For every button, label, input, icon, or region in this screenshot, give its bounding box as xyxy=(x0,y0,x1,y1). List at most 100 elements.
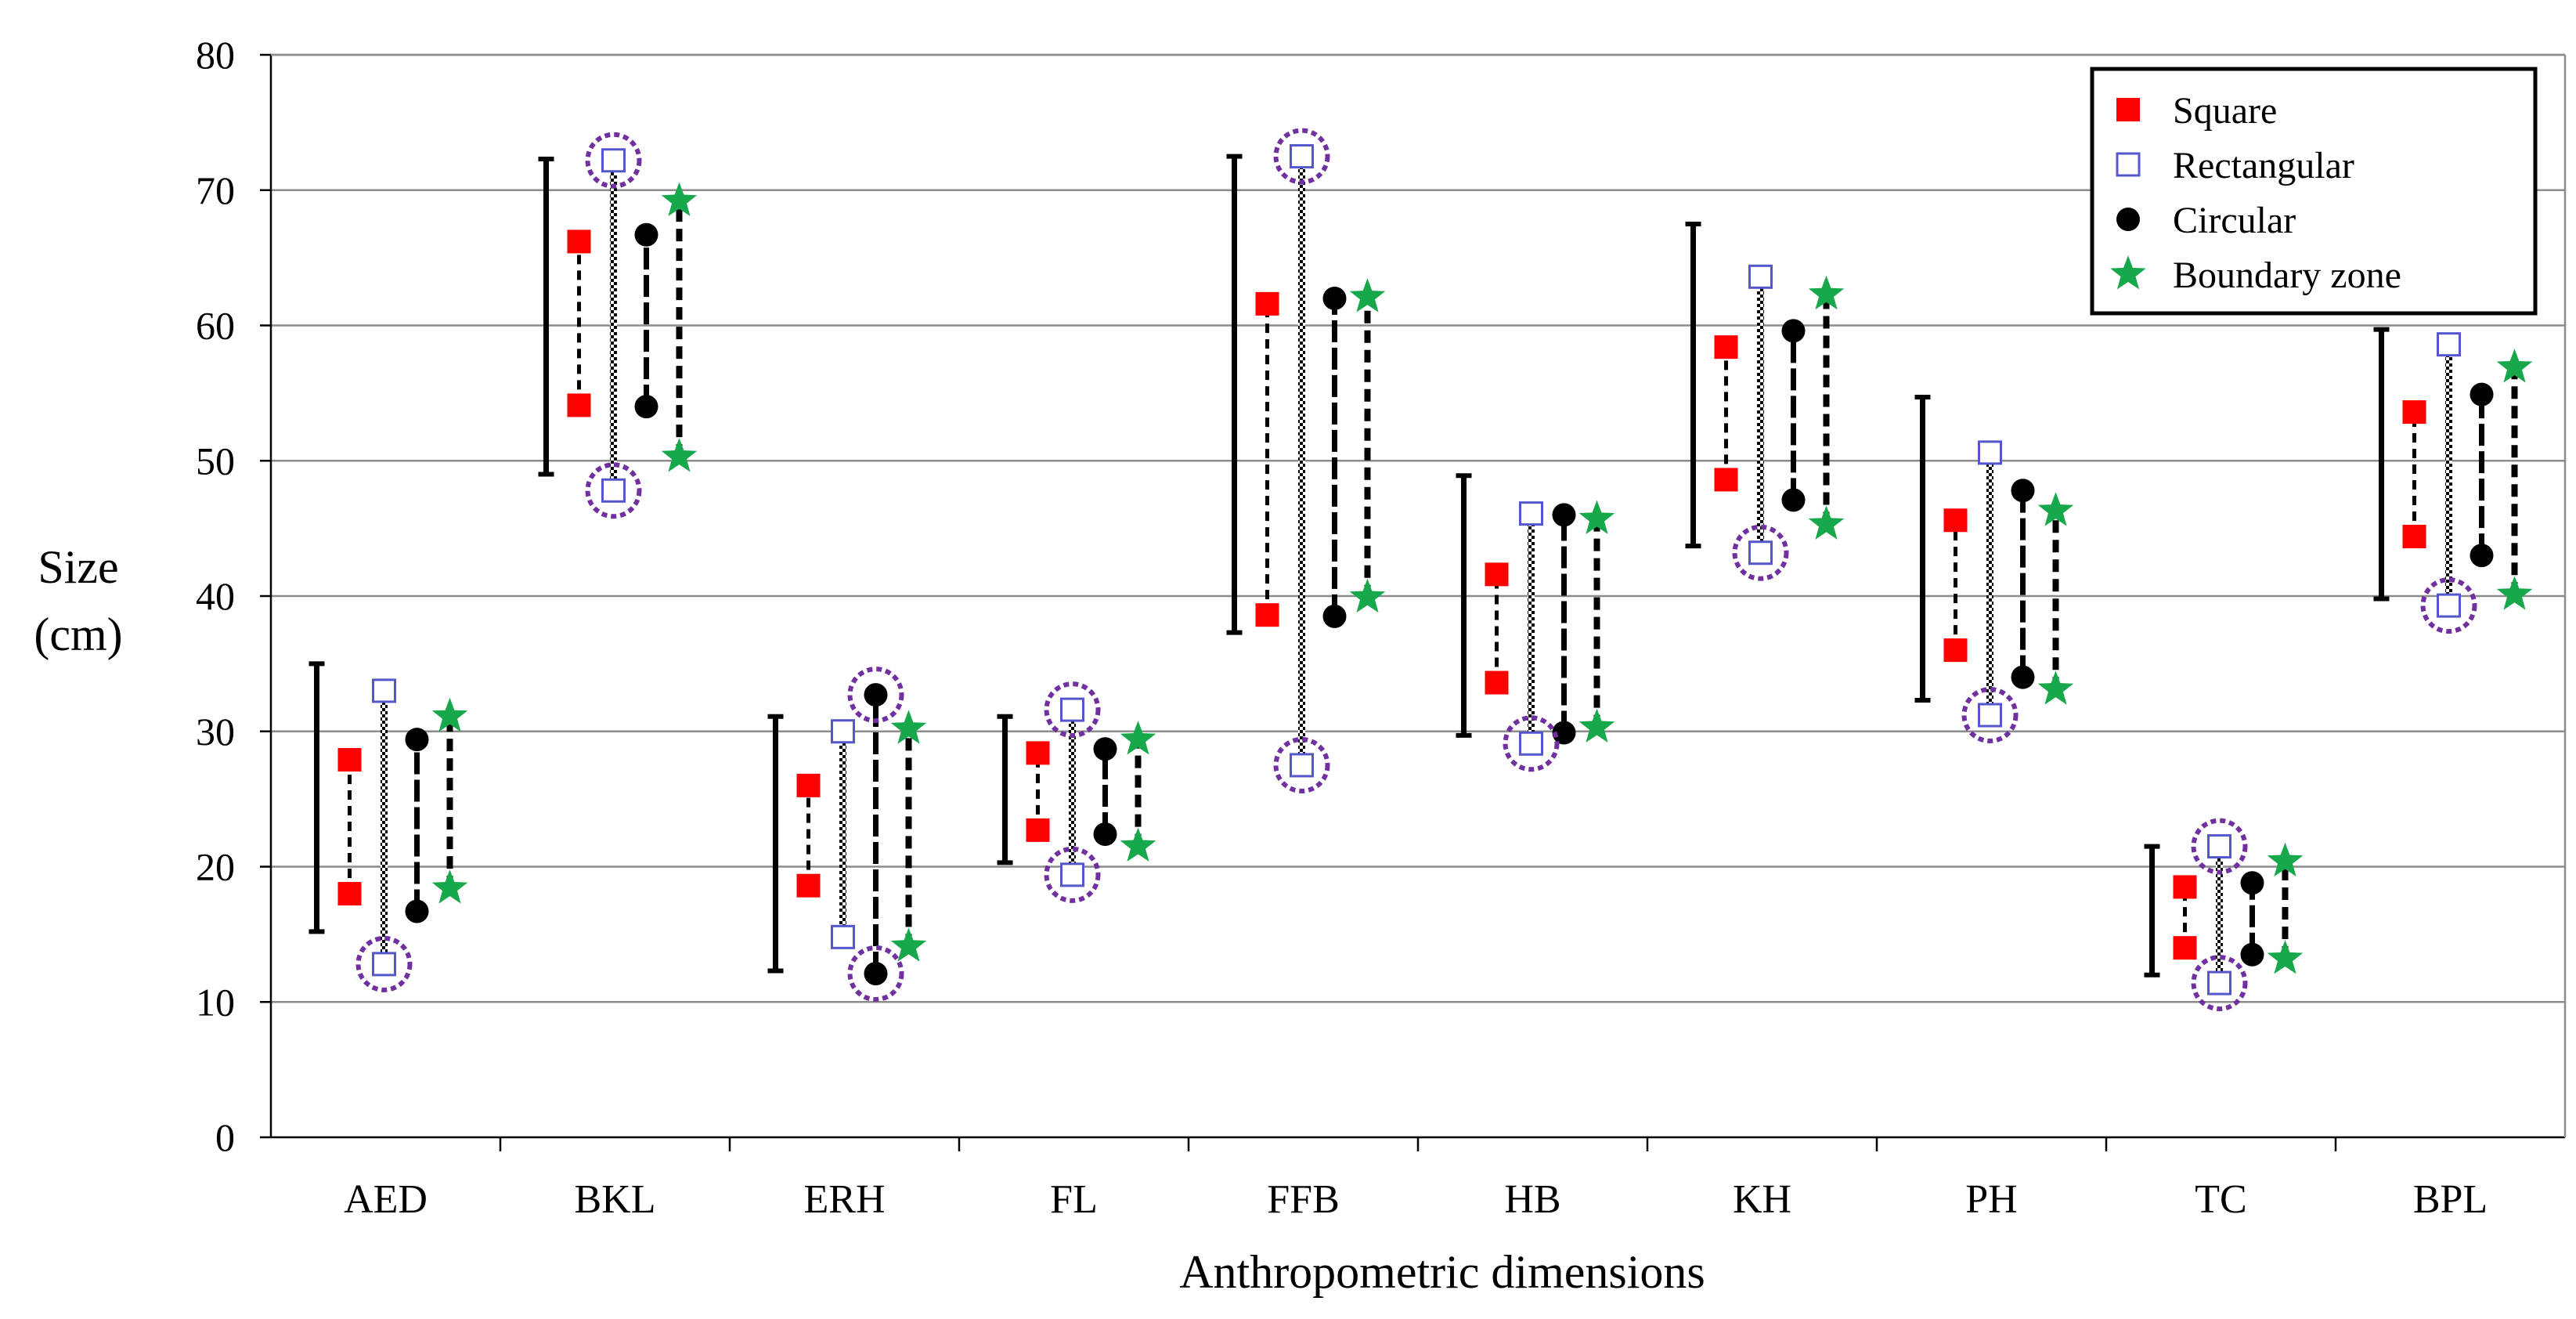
highlight-circle xyxy=(847,667,904,724)
marker-square-max xyxy=(796,773,821,797)
marker-circular-max xyxy=(864,683,888,707)
marker-boundary-zone-max xyxy=(2037,492,2074,526)
marker-square-max xyxy=(1026,741,1050,765)
marker-rectangular-min xyxy=(2437,593,2461,618)
highlight-circle xyxy=(585,132,642,189)
marker-boundary-zone-min xyxy=(2267,940,2304,974)
marker-square-max xyxy=(1485,562,1509,587)
marker-circular-min xyxy=(2011,665,2035,689)
highlight-circle xyxy=(847,945,904,1002)
x-axis-title: Anthropometric dimensions xyxy=(1179,1246,1705,1298)
legend-marker-rectangular xyxy=(2116,152,2141,177)
marker-circular-min xyxy=(864,961,888,985)
x-category-label: BKL xyxy=(575,1177,656,1222)
marker-boundary-zone-min xyxy=(1120,827,1156,862)
y-tick-label: 50 xyxy=(196,439,235,482)
marker-boundary-zone-min xyxy=(1578,708,1615,743)
highlight-circle xyxy=(355,935,413,992)
marker-rectangular-max xyxy=(1060,697,1084,722)
marker-rectangular-max xyxy=(1290,144,1314,169)
x-category-label: PH xyxy=(1965,1177,2017,1222)
marker-square-max xyxy=(2402,400,2426,425)
y-tick-label: 10 xyxy=(196,980,235,1024)
highlight-circle xyxy=(1732,524,1789,581)
marker-circular-max xyxy=(2011,479,2035,503)
marker-rectangular-max xyxy=(1519,501,1543,526)
highlight-circle xyxy=(1044,846,1101,903)
marker-circular-max xyxy=(405,728,429,752)
marker-rectangular-max xyxy=(601,148,626,173)
marker-circular-max xyxy=(1322,286,1347,310)
legend-label: Square xyxy=(2173,90,2277,132)
marker-rectangular-min xyxy=(601,478,626,503)
marker-circular-max xyxy=(2240,871,2264,895)
x-category-label: ERH xyxy=(804,1177,886,1222)
marker-circular-max xyxy=(2470,382,2494,407)
marker-square-min xyxy=(796,873,821,898)
marker-circular-min xyxy=(1781,488,1806,512)
marker-square-min xyxy=(1255,603,1279,627)
marker-boundary-zone-min xyxy=(890,927,927,962)
axis-labels: 0 10 20 30 40 50 60 70 80 AED BKL ERH FL FFB HB KH PH TC B… xyxy=(196,33,2488,1222)
legend-marker-circular xyxy=(2116,208,2140,231)
highlight-circle xyxy=(1044,681,1101,739)
y-axis-title-line2: (cm) xyxy=(34,609,122,660)
y-tick-label: 30 xyxy=(196,710,235,753)
marker-square-max xyxy=(2173,875,2197,899)
marker-rectangular-max xyxy=(1978,440,2002,465)
marker-rectangular-min xyxy=(1060,862,1084,887)
marker-square-min xyxy=(1943,638,1968,663)
x-category-label: AED xyxy=(344,1177,428,1222)
marker-circular-max xyxy=(1093,737,1117,761)
marker-rectangular-min xyxy=(831,924,855,949)
marker-square-min xyxy=(2173,936,2197,960)
legend-marker-square xyxy=(2116,98,2140,121)
marker-boundary-zone-max xyxy=(1578,500,1615,534)
marker-rectangular-min xyxy=(1748,540,1773,566)
marker-rectangular-min xyxy=(1290,753,1314,778)
y-tick-label: 0 xyxy=(215,1115,235,1159)
x-category-label: TC xyxy=(2195,1177,2246,1222)
marker-circular-min xyxy=(405,899,429,923)
marker-circular-min xyxy=(2240,942,2264,967)
marker-circular-min xyxy=(1322,604,1347,628)
marker-boundary-zone-min xyxy=(2037,670,2074,705)
legend-label: Boundary zone xyxy=(2173,255,2401,296)
marker-square-min xyxy=(1485,670,1509,695)
marker-square-max xyxy=(1714,335,1738,360)
axes xyxy=(260,53,2567,1151)
marker-square-min xyxy=(337,882,362,906)
marker-circular-max xyxy=(634,222,658,247)
legend: Square Rectangular Circular Boundary zone xyxy=(2090,67,2538,316)
highlight-circle xyxy=(1961,687,2019,744)
highlight-circle xyxy=(585,462,642,519)
marker-square-min xyxy=(2402,524,2426,548)
highlight-circle xyxy=(2420,577,2477,634)
marker-square-max xyxy=(337,748,362,772)
marker-rectangular-min xyxy=(2207,970,2231,996)
x-category-label: HB xyxy=(1504,1177,1560,1222)
y-tick-label: 70 xyxy=(196,168,235,212)
legend-marker-boundary-zone xyxy=(2110,255,2146,290)
marker-boundary-zone-min xyxy=(661,438,698,472)
marker-square-min xyxy=(1026,818,1050,842)
marker-rectangular-max xyxy=(372,678,396,703)
marker-rectangular-max xyxy=(2207,834,2231,859)
marker-boundary-zone-max xyxy=(1349,278,1386,313)
range-bars xyxy=(308,154,2518,984)
marker-boundary-zone-min xyxy=(431,869,468,904)
marker-circular-min xyxy=(2470,544,2494,568)
y-axis-title-line1: Size xyxy=(38,541,118,593)
x-category-label: BPL xyxy=(2413,1177,2488,1222)
legend-label: Rectangular xyxy=(2173,145,2354,186)
highlight-circle xyxy=(2191,818,2248,875)
marker-boundary-zone-min xyxy=(1808,505,1845,540)
marker-circular-min xyxy=(1552,721,1576,745)
marker-boundary-zone-max xyxy=(890,710,927,744)
marker-rectangular-max xyxy=(1748,264,1773,289)
marker-boundary-zone-max xyxy=(661,182,698,216)
marker-rectangular-max xyxy=(831,719,855,744)
y-tick-label: 20 xyxy=(196,845,235,889)
marker-square-min xyxy=(567,393,591,417)
